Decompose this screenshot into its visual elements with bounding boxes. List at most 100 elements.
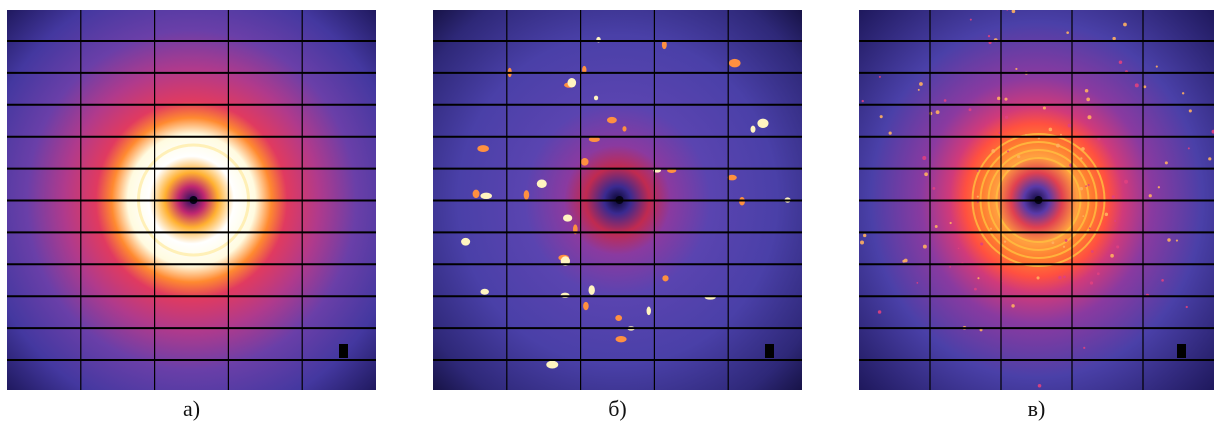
- speck: [1017, 155, 1020, 158]
- speck: [998, 132, 1000, 134]
- speck: [1188, 147, 1190, 149]
- speck: [1007, 150, 1009, 152]
- speck: [1165, 161, 1168, 164]
- speck: [1052, 241, 1055, 244]
- speck: [1012, 9, 1016, 13]
- speck: [1006, 9, 1008, 11]
- speck: [924, 172, 928, 176]
- speck: [1081, 147, 1085, 151]
- speck: [977, 277, 979, 279]
- spot: [480, 193, 492, 199]
- speck: [936, 110, 940, 114]
- speck: [997, 97, 1001, 101]
- speck: [880, 115, 883, 118]
- speck: [1116, 245, 1119, 248]
- speck: [977, 170, 979, 172]
- spot: [581, 158, 589, 166]
- speck: [932, 187, 935, 190]
- spot: [461, 238, 470, 246]
- spot: [607, 117, 617, 124]
- speck: [1060, 134, 1062, 136]
- speck: [1097, 272, 1100, 275]
- speck: [1080, 187, 1083, 190]
- speck: [1176, 240, 1178, 242]
- spot: [622, 126, 626, 131]
- spot: [662, 275, 668, 281]
- speck: [977, 196, 979, 198]
- speck: [991, 149, 995, 153]
- speck: [1089, 227, 1091, 229]
- spot: [563, 214, 572, 221]
- speck: [850, 207, 853, 210]
- speck: [1056, 144, 1060, 148]
- panel: а): [7, 10, 376, 421]
- spot: [594, 96, 598, 101]
- spot: [583, 302, 589, 310]
- speck: [1011, 304, 1014, 307]
- speck: [969, 108, 972, 111]
- speck: [1119, 60, 1122, 63]
- speck: [1208, 157, 1211, 160]
- speck: [1065, 239, 1068, 242]
- panels: а) б) в): [7, 0, 1219, 421]
- speck: [1082, 215, 1084, 217]
- spot: [647, 307, 651, 316]
- speck: [1112, 195, 1115, 198]
- speck: [1085, 185, 1087, 187]
- speck: [1004, 98, 1007, 101]
- speck: [1083, 347, 1085, 349]
- speck: [1110, 7, 1112, 9]
- spot: [729, 59, 741, 68]
- speck: [1049, 128, 1053, 132]
- speck: [923, 245, 927, 249]
- marker: [339, 344, 348, 358]
- speck: [1149, 194, 1152, 197]
- spot: [616, 336, 627, 342]
- speck: [1112, 37, 1115, 40]
- speck: [1124, 180, 1128, 184]
- speck: [879, 76, 881, 78]
- speck: [1085, 89, 1089, 93]
- speck: [1005, 116, 1008, 119]
- speck: [1030, 0, 1033, 2]
- marker: [765, 344, 774, 358]
- speck: [1015, 68, 1017, 70]
- speck: [1025, 134, 1027, 136]
- speck: [944, 99, 947, 102]
- speck: [990, 228, 992, 230]
- speck: [1087, 115, 1091, 119]
- speck: [1167, 238, 1170, 241]
- spot: [473, 190, 480, 199]
- speck: [918, 89, 920, 91]
- speck: [1063, 276, 1066, 279]
- speck: [1212, 130, 1216, 134]
- speck: [1091, 250, 1094, 253]
- panel-label: а): [183, 396, 200, 421]
- panel-label: в): [1028, 396, 1046, 421]
- speck: [977, 201, 979, 203]
- speck: [1063, 246, 1065, 248]
- spot: [751, 126, 756, 133]
- panel: б): [433, 10, 802, 421]
- speck: [919, 82, 923, 86]
- spot: [524, 190, 530, 199]
- speck: [878, 310, 882, 314]
- speck: [904, 259, 908, 263]
- speck: [1123, 23, 1127, 27]
- speck: [1158, 186, 1160, 188]
- marker: [1177, 344, 1186, 358]
- spot: [589, 285, 595, 295]
- spot: [477, 145, 489, 152]
- speck: [1110, 254, 1114, 258]
- speck: [950, 222, 952, 224]
- spot: [480, 289, 488, 295]
- speck: [1182, 92, 1184, 94]
- speck: [916, 282, 918, 284]
- image: [433, 10, 802, 390]
- speck: [1114, 220, 1116, 222]
- image: [835, 0, 1219, 390]
- speck: [889, 132, 892, 135]
- speck: [1058, 276, 1062, 280]
- speck: [1105, 213, 1108, 216]
- speck: [862, 100, 864, 102]
